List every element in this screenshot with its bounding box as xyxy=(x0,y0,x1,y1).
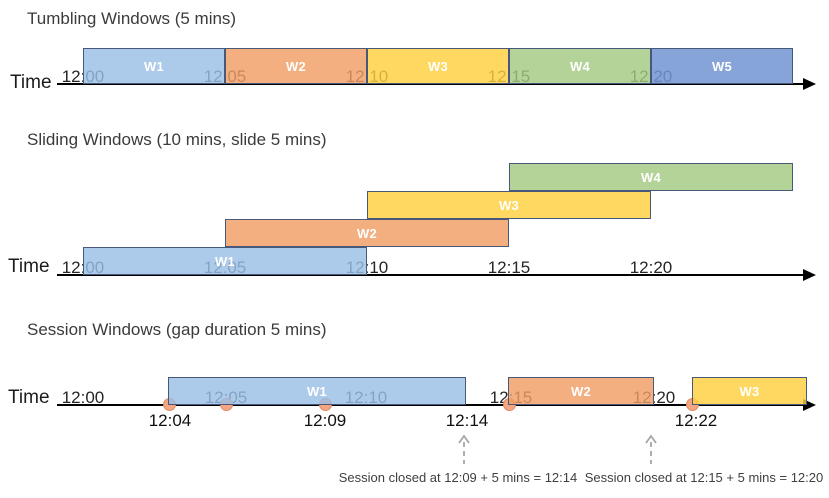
tumbling-time-label: Time xyxy=(10,72,52,93)
session-window-w1-box: W1 xyxy=(168,377,466,405)
sliding-tick-1220: 12:20 xyxy=(629,258,673,277)
session-window-w2-box: W2 xyxy=(508,377,654,405)
sliding-window-w2-label: W2 xyxy=(356,225,378,241)
sliding-window-w4-box: W4 xyxy=(509,163,793,191)
event-time-1222: 12:22 xyxy=(674,411,718,430)
sliding-window-w3-box: W3 xyxy=(367,191,651,219)
tumbling-window-w3-label: W3 xyxy=(427,58,449,74)
sliding-window-w4-label: W4 xyxy=(640,169,662,185)
event-time-1214: 12:14 xyxy=(445,411,489,430)
session-window-w3-label: W3 xyxy=(739,383,760,399)
event-time-1204: 12:04 xyxy=(148,411,192,430)
session-time-label: Time xyxy=(8,387,50,408)
tumbling-axis-arrowhead-icon xyxy=(803,78,816,90)
tumbling-window-w4-box: W4 xyxy=(509,48,651,84)
callout-arrow-up-icon xyxy=(644,434,658,471)
session-window-w1-label: W1 xyxy=(306,383,328,399)
tumbling-window-w1-box: W1 xyxy=(83,48,225,84)
sliding-window-w2-box: W2 xyxy=(225,219,509,247)
sliding-section-title: Sliding Windows (10 mins, slide 5 mins) xyxy=(27,130,327,149)
sliding-time-label: Time xyxy=(8,256,50,277)
tumbling-time-axis xyxy=(57,83,805,85)
callout-arrow-up-icon xyxy=(457,434,471,471)
session-window-w2-label: W2 xyxy=(570,383,592,399)
tumbling-window-w1-label: W1 xyxy=(143,58,165,74)
tumbling-section-title: Tumbling Windows (5 mins) xyxy=(27,9,237,28)
sliding-window-w3-label: W3 xyxy=(498,197,520,213)
event-time-1209: 12:09 xyxy=(303,411,347,430)
session-time-axis xyxy=(57,404,805,406)
session-tick-1200: 12:00 xyxy=(61,388,105,407)
session-closed-note-2: Session closed at 12:15 + 5 mins = 12:20 xyxy=(584,470,824,485)
session-closed-note-1: Session closed at 12:09 + 5 mins = 12:14 xyxy=(338,470,578,485)
session-section-title: Session Windows (gap duration 5 mins) xyxy=(27,320,327,339)
tumbling-window-w2-label: W2 xyxy=(285,58,307,74)
session-window-w3-box: W3 xyxy=(692,377,807,405)
sliding-time-axis xyxy=(57,274,805,276)
tumbling-window-w2-box: W2 xyxy=(225,48,367,84)
sliding-axis-arrowhead-icon xyxy=(803,269,816,281)
tumbling-window-w5-box: W5 xyxy=(651,48,793,84)
sliding-window-w1-box: W1 xyxy=(83,247,367,275)
sliding-window-w1-label: W1 xyxy=(214,253,236,269)
sliding-tick-1215: 12:15 xyxy=(487,258,531,277)
tumbling-window-w5-label: W5 xyxy=(711,58,733,74)
tumbling-window-w3-box: W3 xyxy=(367,48,509,84)
tumbling-window-w4-label: W4 xyxy=(569,58,591,74)
